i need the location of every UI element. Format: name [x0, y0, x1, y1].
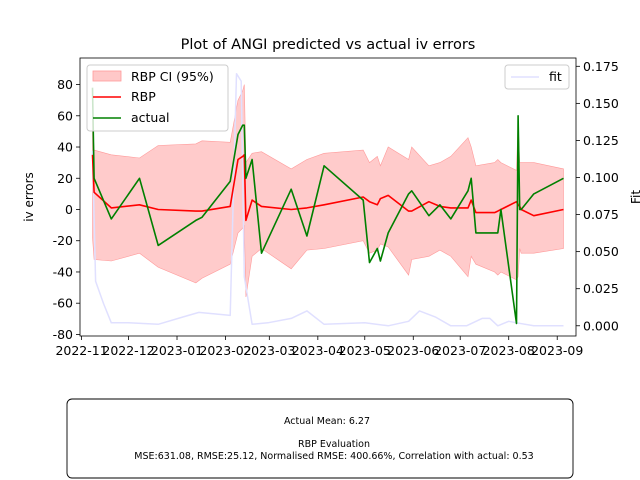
legend-right: fit — [504, 64, 570, 90]
chart-title: Plot of ANGI predicted vs actual iv erro… — [181, 37, 476, 53]
legend-actual-label: actual — [131, 110, 170, 125]
x-tick-label: 2023-03 — [243, 343, 295, 358]
x-tick-label: 2023-01 — [151, 343, 203, 358]
legend-ci-swatch — [92, 70, 122, 82]
stats-actual-mean: Actual Mean: 6.27 — [284, 416, 370, 427]
fit-line — [91, 72, 564, 327]
legend-rbp-label: RBP — [131, 89, 156, 104]
x-tick-label: 2023-04 — [292, 343, 344, 358]
y-axis: -80 -60 -40 -20 0 20 40 60 80 — [53, 77, 80, 342]
y-tick-label: 40 — [57, 140, 73, 155]
stats-box: Actual Mean: 6.27 RBP Evaluation MSE:631… — [66, 398, 574, 479]
x-tick-label: 2023-09 — [531, 343, 583, 358]
y-tick-label: -20 — [53, 233, 73, 248]
y-tick-label: 80 — [57, 77, 73, 92]
x-axis: 2022-112022-122023-012023-022023-032023-… — [55, 336, 583, 358]
plot-frame — [79, 57, 577, 337]
actual-line — [91, 87, 564, 325]
legend-ci-label: RBP CI (95%) — [131, 69, 214, 84]
stats-heading: RBP Evaluation — [298, 439, 370, 450]
y-tick-label: -60 — [53, 296, 73, 311]
y2-axis: 0.000 0.025 0.050 0.075 0.100 0.125 0.150 0.175 — [576, 59, 619, 333]
x-tick-label: 2023-06 — [387, 343, 439, 358]
y2-tick-label: 0.075 — [583, 207, 619, 222]
y2-tick-label: 0.025 — [583, 281, 619, 296]
y-tick-label: -40 — [53, 264, 73, 279]
plot-area — [91, 72, 564, 327]
legend-fit-label: fit — [549, 69, 562, 84]
x-tick-label: 2023-07 — [434, 343, 486, 358]
y-tick-label: 20 — [57, 171, 73, 186]
y2-tick-label: 0.050 — [583, 244, 619, 259]
legend-left: RBP CI (95%) RBP actual — [86, 64, 229, 132]
y2-tick-label: 0.100 — [583, 170, 619, 185]
legend-left-frame — [86, 64, 229, 132]
y-tick-label: -80 — [53, 327, 73, 342]
y-axis-label: iv errors — [22, 172, 36, 222]
rbp-line — [91, 154, 564, 222]
x-tick-label: 2023-02 — [199, 343, 251, 358]
y-tick-label: 0 — [65, 202, 73, 217]
ci-band — [92, 84, 564, 298]
y2-axis-label: Fit — [629, 190, 640, 204]
y2-tick-label: 0.125 — [583, 133, 619, 148]
x-tick-label: 2022-12 — [102, 343, 154, 358]
stats-metrics: MSE:631.08, RMSE:25.12, Normalised RMSE:… — [134, 451, 533, 462]
stats-box-frame — [66, 398, 574, 479]
y2-tick-label: 0.000 — [583, 318, 619, 333]
x-tick-label: 2022-11 — [55, 343, 107, 358]
x-tick-label: 2023-05 — [339, 343, 391, 358]
y-tick-label: 60 — [57, 108, 73, 123]
y2-tick-label: 0.175 — [583, 59, 619, 74]
y2-tick-label: 0.150 — [583, 96, 619, 111]
x-tick-label: 2023-08 — [483, 343, 535, 358]
